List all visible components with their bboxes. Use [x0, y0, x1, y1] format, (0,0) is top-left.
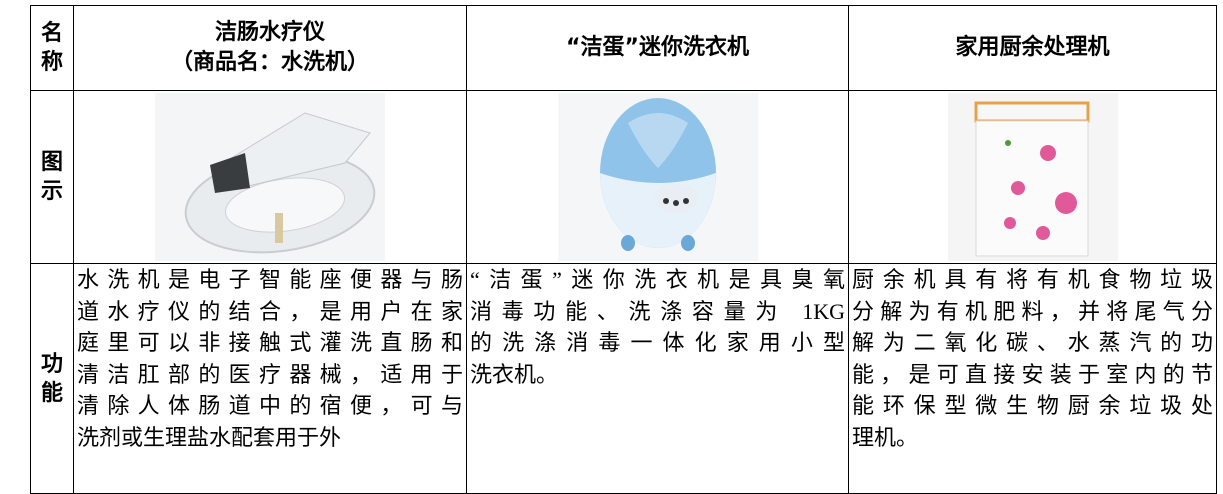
text-line: 清洁肛部的医疗器械，适用于 [77, 361, 463, 387]
text-line: 洗衣机。 [470, 361, 559, 387]
text-line: 洗剂或生理盐水配套用于外 [77, 424, 342, 450]
page: 名称 洁肠水疗仪 （商品名：水洗机） “洁蛋”迷你洗衣机 家用厨余处理机 图示 功… [30, 5, 1217, 494]
function-row-label: 功能 [31, 264, 74, 494]
header-line: 家用厨余处理机 [955, 35, 1110, 60]
image-row-label: 图示 [31, 91, 74, 264]
text-line: 庭里可以非接触式灌洗直肠和 [77, 330, 463, 355]
function-cell: “洁蛋”迷你洗衣机是具臭氧 消毒功能、洗涤容量为 1KG 的洗涤消毒一体化家用小型洗… [467, 264, 849, 494]
text-line: 水洗机是电子智能座便器与肠 [77, 267, 463, 292]
text-line: 解为二氧化碳、水蒸汽的功 [852, 330, 1213, 355]
image-cell [849, 91, 1217, 264]
text-line: 厨余机具有将有机食物垃圾 [852, 267, 1213, 292]
header-label: 名称 [31, 6, 74, 91]
header-cell: “洁蛋”迷你洗衣机 [467, 6, 849, 91]
table: 名称 洁肠水疗仪 （商品名：水洗机） “洁蛋”迷你洗衣机 家用厨余处理机 图示 功… [30, 5, 1217, 494]
food-waste-image [947, 93, 1118, 261]
text-line: 能，是可直接安装于室内的节 [852, 361, 1213, 387]
image-cell [467, 91, 849, 264]
header-cell: 家用厨余处理机 [849, 6, 1217, 91]
header-line: 洁肠水疗仪 [214, 20, 325, 45]
egg-washer-image [557, 93, 758, 261]
text-line: 道水疗仪的结合，是用户在家 [77, 298, 463, 324]
text-line: 清除人体肠道中的宿便，可与 [77, 393, 463, 418]
text-line: 消毒功能、洗涤容量为 1KG [470, 298, 845, 324]
text-line: 分解为有机肥料，并将尾气分 [852, 298, 1213, 324]
function-cell: 厨余机具有将有机食物垃圾 分解为有机肥料，并将尾气分 解为二氧化碳、水蒸汽的功 能，是… [849, 264, 1217, 494]
toilet-seat-image [155, 93, 385, 261]
function-cell: 水洗机是电子智能座便器与肠 道水疗仪的结合，是用户在家 庭里可以非接触式灌洗直肠和清… [74, 264, 467, 494]
header-cell: 洁肠水疗仪 （商品名：水洗机） [74, 6, 467, 91]
image-cell [74, 91, 467, 264]
text-line: 的洗涤消毒一体化家用小型 [470, 330, 845, 355]
text-line: 能环保型微生物厨余垃圾处 [852, 393, 1213, 418]
text-line: 理机。 [852, 424, 919, 450]
header-line: “洁蛋”迷你洗衣机 [566, 35, 749, 60]
text-line: “洁蛋”迷你洗衣机是具臭氧 [470, 267, 845, 292]
header-line: （商品名：水洗机） [170, 50, 369, 75]
